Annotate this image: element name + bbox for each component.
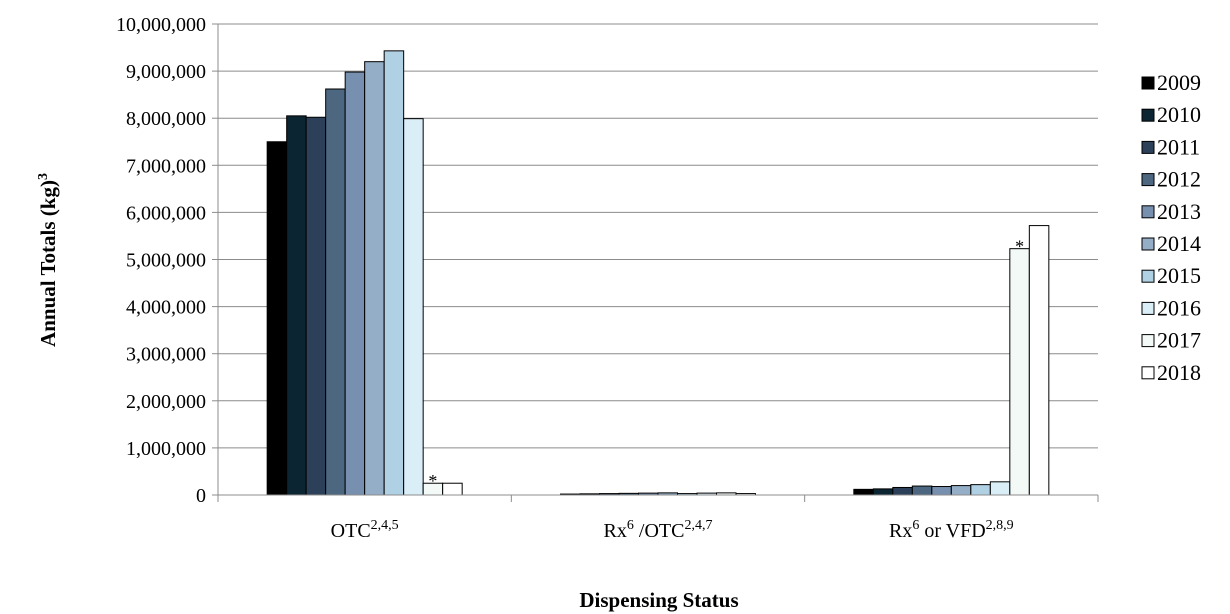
legend-swatch-2016	[1141, 301, 1155, 315]
x-axis-title: Dispensing Status	[579, 588, 738, 612]
y-tick-label: 4,000,000	[126, 297, 206, 319]
bar-2018-cat0	[442, 482, 463, 496]
legend-label-2016: 2016	[1157, 295, 1201, 320]
legend-label-2018: 2018	[1157, 360, 1201, 385]
legend-swatch-2011	[1141, 140, 1155, 154]
legend-label-2010: 2010	[1157, 102, 1201, 127]
bar-2009-cat0	[266, 141, 288, 496]
legend-label-2011: 2011	[1157, 134, 1200, 159]
bar-2018-cat2	[1028, 225, 1050, 496]
bar-2011-cat0	[305, 116, 327, 496]
legend-label-2014: 2014	[1157, 231, 1201, 256]
legend-label-2017: 2017	[1157, 328, 1201, 353]
bar-2012-cat0	[325, 88, 346, 496]
legend-label-2013: 2013	[1157, 199, 1201, 224]
x-tick-label: OTC2,4,5​	[331, 518, 399, 542]
annotations: **	[428, 237, 1024, 492]
bar-2014-cat2	[950, 485, 972, 496]
bar-2009-cat2	[853, 488, 874, 496]
bar-2010-cat0	[286, 115, 307, 496]
legend-swatch-2014	[1141, 237, 1155, 251]
y-axis-title-text: Annual Totals (kg)	[36, 180, 60, 347]
x-tick-labels: OTC2,4,5​ Rx6​ /OTC2,4,7​ Rx6​ or VFD2,8,9…	[331, 518, 1014, 542]
x-tick-label: Rx6​ or VFD2,8,9​	[889, 518, 1014, 542]
y-tick-label: 7,000,000	[126, 155, 206, 177]
legend-swatch-2012	[1141, 173, 1155, 187]
y-tick-label: 6,000,000	[126, 202, 206, 224]
y-tick-label: 10,000,000	[116, 14, 206, 36]
bar-2010-cat2	[872, 488, 894, 496]
bar-2014-cat0	[364, 61, 385, 496]
y-tick-labels: 0 1,000,000 2,000,000 3,000,000 4,000,000 5,0…	[116, 14, 206, 507]
y-axis-title-sup: 3	[36, 173, 51, 180]
bar-2015-cat2	[970, 484, 991, 496]
legend-label-2009: 2009	[1157, 70, 1201, 95]
legend-swatch-2013	[1141, 205, 1155, 219]
y-axis-title: Annual Totals (kg)3	[36, 173, 60, 347]
bar-2013-cat2	[931, 486, 952, 496]
legend-swatch-2018	[1141, 366, 1155, 380]
y-tick-label: 2,000,000	[126, 391, 206, 413]
annotation-asterisk: *	[428, 471, 437, 491]
legend-swatch-2010	[1141, 108, 1155, 122]
bar-2017-cat2	[1009, 248, 1030, 496]
y-tick-label: 0	[196, 485, 206, 507]
bar-2016-cat0	[403, 118, 424, 496]
legend-swatch-2009	[1141, 76, 1155, 90]
legend: 2009 2010 2011 2012 2013 2014 2015 2016 2017 2018	[1141, 70, 1201, 385]
y-tick-label: 5,000,000	[126, 250, 206, 272]
bar-2016-cat2	[989, 481, 1011, 496]
bar-2013-cat0	[344, 71, 366, 496]
legend-swatch-2017	[1141, 334, 1155, 348]
bar-2012-cat2	[911, 485, 933, 496]
annotation-asterisk: *	[1015, 237, 1024, 257]
bars	[266, 50, 1050, 496]
bar-2011-cat2	[892, 486, 913, 496]
y-tick-label: 3,000,000	[126, 344, 206, 366]
legend-label-2015: 2015	[1157, 263, 1201, 288]
y-tick-label: 8,000,000	[126, 108, 206, 130]
x-tick-label: Rx6​ /OTC2,4,7​	[604, 518, 713, 542]
legend-swatch-2015	[1141, 269, 1155, 283]
bar-2015-cat0	[383, 50, 405, 496]
y-tick-label: 9,000,000	[126, 61, 206, 83]
axes	[212, 23, 1099, 502]
legend-label-2012: 2012	[1157, 167, 1201, 192]
y-tick-label: 1,000,000	[126, 438, 206, 460]
